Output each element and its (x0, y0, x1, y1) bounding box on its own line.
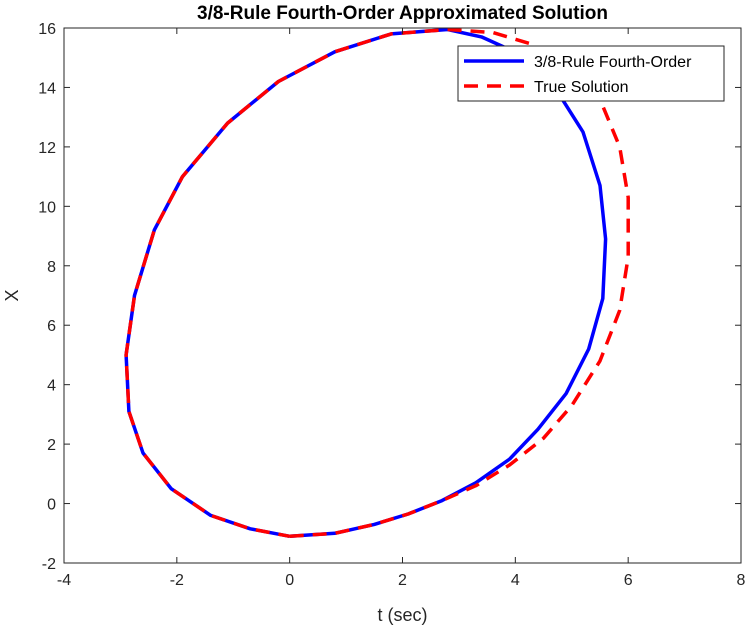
y-tick-label: 2 (47, 437, 56, 454)
x-axis-ticks: -4 -2 0 2 4 6 8 (57, 28, 746, 589)
x-tick-label: 0 (285, 572, 294, 589)
series-line-1 (124, 27, 630, 539)
x-tick-label: 8 (737, 572, 746, 589)
y-tick-label: 4 (47, 378, 56, 395)
y-axis-label: X (2, 289, 22, 301)
y-tick-label: 12 (38, 140, 56, 157)
legend: 3/8-Rule Fourth-Order True Solution (457, 45, 725, 102)
legend-entry-true: True Solution (534, 79, 629, 96)
y-tick-label: 8 (47, 259, 56, 276)
y-tick-label: 14 (38, 80, 56, 97)
legend-entry-approx: 3/8-Rule Fourth-Order (534, 54, 692, 71)
y-axis-ticks: -2 0 2 4 6 8 10 12 14 16 (38, 21, 741, 573)
chart-title: 3/8-Rule Fourth-Order Approximated Solut… (197, 3, 608, 24)
x-tick-label: -4 (57, 572, 71, 589)
x-tick-label: 6 (624, 572, 633, 589)
y-tick-label: 16 (38, 21, 56, 38)
y-tick-label: 6 (47, 318, 56, 335)
y-tick-label: 10 (38, 199, 56, 216)
x-axis-label: t (sec) (377, 605, 427, 625)
x-tick-label: 4 (511, 572, 520, 589)
y-tick-label: -2 (42, 556, 56, 573)
legend-box (457, 45, 725, 102)
x-tick-label: -2 (170, 572, 184, 589)
plot-area (64, 28, 741, 563)
y-tick-label: 0 (47, 497, 56, 514)
x-tick-label: 2 (398, 572, 407, 589)
